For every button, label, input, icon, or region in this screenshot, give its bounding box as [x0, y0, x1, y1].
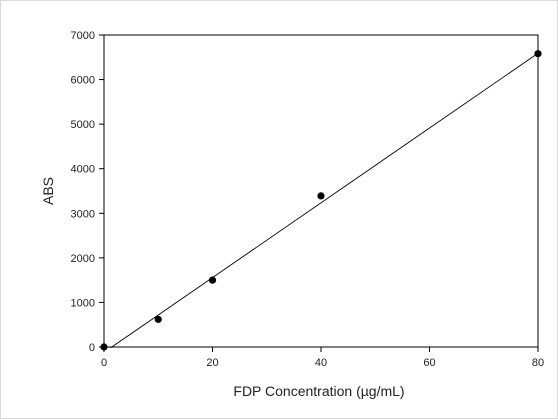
x-tick-label: 80	[532, 357, 544, 369]
data-point	[317, 192, 324, 199]
y-axis-label: ABS	[40, 177, 56, 205]
data-point	[209, 277, 216, 284]
fit-line	[111, 53, 538, 348]
x-tick-label: 60	[423, 357, 435, 369]
y-tick-label: 5000	[71, 119, 95, 131]
data-point	[534, 50, 541, 57]
y-tick-label: 0	[89, 342, 95, 354]
y-tick-label: 4000	[71, 164, 95, 176]
x-tick-label: 40	[315, 357, 327, 369]
plot-border	[104, 35, 538, 347]
y-tick-label: 3000	[71, 208, 95, 220]
y-tick-label: 2000	[71, 253, 95, 265]
x-tick-label: 0	[101, 357, 107, 369]
x-axis-label: FDP Concentration (µg/mL)	[233, 383, 404, 399]
y-tick-label: 6000	[71, 75, 95, 87]
plot-area: 0 20 40 60 80 0 1000 2000 3000 4000 5000 6000 7000	[71, 30, 545, 369]
y-tick-label: 1000	[71, 297, 95, 309]
data-point	[155, 316, 162, 323]
y-tick-label: 7000	[71, 30, 95, 42]
x-tick-label: 20	[206, 357, 218, 369]
data-point	[100, 343, 107, 350]
